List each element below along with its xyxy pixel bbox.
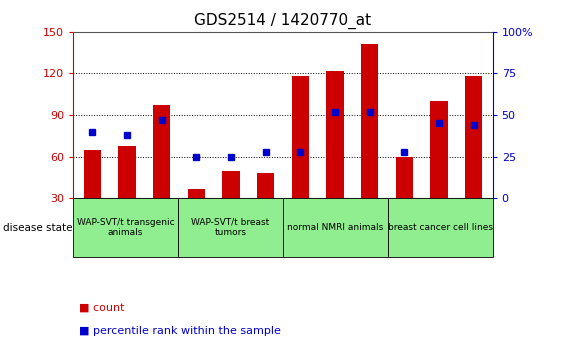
Text: breast cancer cell lines: breast cancer cell lines <box>388 223 493 232</box>
Bar <box>465 76 482 240</box>
Bar <box>222 171 240 240</box>
Bar <box>257 173 274 240</box>
Bar <box>153 105 170 240</box>
Bar <box>326 71 343 240</box>
Bar <box>118 145 136 240</box>
Bar <box>292 76 309 240</box>
Text: disease state ▶: disease state ▶ <box>3 222 83 233</box>
Text: WAP-SVT/t breast
tumors: WAP-SVT/t breast tumors <box>191 218 270 237</box>
Text: ■ count: ■ count <box>79 303 124 313</box>
Text: WAP-SVT/t transgenic
animals: WAP-SVT/t transgenic animals <box>77 218 175 237</box>
Title: GDS2514 / 1420770_at: GDS2514 / 1420770_at <box>194 13 372 29</box>
Bar <box>396 156 413 240</box>
Bar <box>187 189 205 240</box>
Bar <box>430 101 448 240</box>
Text: normal NMRI animals: normal NMRI animals <box>287 223 383 232</box>
Text: ■ percentile rank within the sample: ■ percentile rank within the sample <box>79 326 281 336</box>
Bar <box>361 44 378 240</box>
Bar <box>83 150 101 240</box>
